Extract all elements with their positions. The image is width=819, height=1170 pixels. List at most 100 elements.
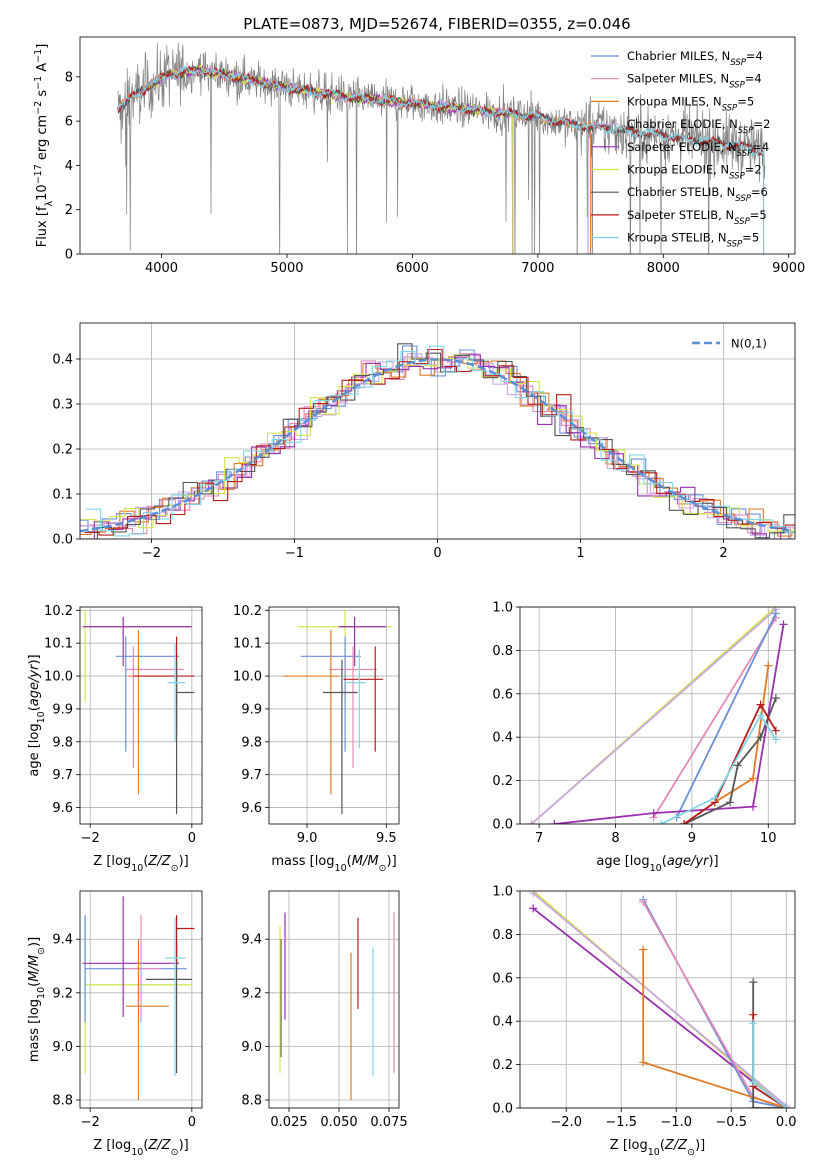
y-tick-label: 10.2 [44, 604, 73, 619]
plus-marker [529, 891, 538, 898]
y-tick-label: 0.8 [492, 644, 513, 659]
histogram-step [84, 348, 795, 536]
plot-area-spectrum [117, 42, 766, 254]
y-tick-label: 10.0 [44, 670, 73, 685]
plus-marker [782, 1104, 791, 1108]
y-tick-label: 9.6 [241, 801, 262, 816]
y-tick-label: 9.8 [241, 735, 262, 750]
y-tick-label: 0.6 [492, 971, 513, 986]
plus-marker [779, 620, 788, 629]
plus-marker [756, 700, 765, 709]
legend-entry: Chabrier STELIB, NSSP=6 [627, 185, 768, 204]
x-axis-label: Z [log10(Z/Z⊙)] [93, 1138, 188, 1158]
y-tick-label: 9.9 [241, 702, 262, 717]
x-tick-label: 8000 [647, 261, 680, 276]
y-tick-label: 9.9 [52, 702, 73, 717]
y-tick-label: 10.0 [233, 670, 262, 685]
y-tick-label: 0.4 [492, 1015, 513, 1030]
plus-marker [749, 1077, 758, 1086]
gaussian-curve [80, 358, 793, 533]
plot-area-massweight_vs_Z [529, 891, 791, 1108]
axes-frame [268, 890, 400, 1109]
panel-massweight_vs_age: 7 8 9 10 0.0 0.2 0.4 0.6 0.8 1.0 age [log10(age/yr… [492, 601, 796, 874]
mass-weight-line [652, 617, 777, 818]
y-axis-label: mass [log10(M/M⊙)] [27, 937, 47, 1062]
spectrum-model-line [117, 64, 765, 254]
x-tick-label: 0.025 [270, 1115, 307, 1130]
y-axis-label: Flux [fλ10−17 erg cm−2 s−1 A−1] [33, 44, 55, 248]
y-tick-label: 0.6 [492, 687, 513, 702]
x-tick-label: 9 [688, 831, 696, 846]
y-tick-label: 9.8 [52, 735, 73, 750]
y-tick-label: 0.4 [492, 731, 513, 746]
panel-massweight_vs_Z: −2.0 −1.5 −1.0 −0.5 0.0 0.0 0.2 0.4 0.6 0.8 1.0 Z [… [492, 885, 796, 1158]
y-tick-label: 10.2 [233, 604, 262, 619]
plot-area-age_vs_mass [283, 610, 393, 815]
axes-frame [79, 322, 796, 540]
legend-entry: N(0,1) [731, 337, 767, 351]
plus-marker [756, 733, 765, 742]
y-tick-label: 0.2 [492, 774, 513, 789]
plus-marker [529, 904, 538, 913]
panel-age_vs_mass: 9.0 9.5 9.6 9.7 9.8 9.9 10.0 10.1 10.2 mass [log1… [233, 604, 400, 874]
mass-weight-line [752, 1023, 787, 1108]
y-tick-label: 0.2 [52, 443, 73, 458]
plus-marker [764, 661, 773, 670]
legend-entry: Salpeter STELIB, NSSP=5 [627, 208, 767, 227]
plus-marker [639, 945, 648, 954]
y-tick-label: 9.7 [52, 768, 73, 783]
axes-frame [519, 606, 796, 825]
x-tick-label: 0.050 [320, 1115, 357, 1130]
legend-entry: Salpeter MILES, NSSP=4 [627, 72, 762, 91]
x-tick-label: 10 [760, 831, 777, 846]
x-tick-label: 7000 [521, 261, 554, 276]
y-tick-label: 8.8 [52, 1093, 73, 1108]
plus-marker [748, 802, 757, 811]
plot-area-mass_vs_EBV [279, 912, 395, 1100]
mass-weight-line [532, 892, 787, 1107]
y-tick-label: 0.0 [492, 1102, 513, 1117]
plus-marker [771, 726, 780, 735]
histogram-step [80, 356, 795, 537]
histogram-step [86, 345, 795, 537]
mass-weight-line [660, 713, 777, 824]
x-axis-label: Z [log10(Z/Z⊙)] [93, 854, 188, 874]
y-tick-label: 10.1 [233, 637, 262, 652]
plus-marker [771, 609, 780, 618]
histogram-step [81, 354, 795, 532]
x-tick-label: 0 [433, 546, 441, 561]
x-tick-label: −0.5 [715, 1115, 747, 1130]
x-tick-label: 9.0 [297, 831, 318, 846]
x-axis-label: age [log10(age/yr)] [596, 854, 718, 874]
histogram-step [83, 343, 795, 539]
y-tick-label: 4 [65, 159, 73, 174]
axes-frame [519, 890, 796, 1109]
x-tick-label: −2.0 [550, 1115, 582, 1130]
panel-mass_vs_Z: −2 0 8.8 9.0 9.2 9.4 Z [log10(Z/Z⊙)] mass [log1… [27, 890, 203, 1158]
plus-marker [771, 694, 780, 703]
plus-marker [649, 809, 658, 818]
y-tick-label: 8.8 [241, 1093, 262, 1108]
y-tick-label: 9.2 [241, 986, 262, 1001]
mass-weight-line [675, 613, 777, 818]
x-tick-label: −1.5 [605, 1115, 637, 1130]
y-tick-label: 9.0 [241, 1040, 262, 1055]
x-tick-label: 7 [535, 831, 543, 846]
panel-spectrum: 4000 5000 6000 7000 8000 9000 0 2 4 6 8 Flux [fλ10−… [33, 36, 805, 276]
x-tick-label: 9000 [772, 261, 805, 276]
axes-frame [79, 606, 203, 825]
plus-marker [749, 1019, 758, 1028]
axes-frame [79, 36, 796, 255]
plus-marker [550, 820, 559, 824]
plus-marker [756, 711, 765, 720]
plus-marker [749, 978, 758, 987]
plot-area-residuals [80, 343, 795, 539]
plot-area-age_vs_Z [82, 610, 195, 815]
figure-title: PLATE=0873, MJD=52674, FIBERID=0355, z=0… [243, 15, 630, 33]
mass-weight-line [532, 907, 787, 1108]
axes-frame [79, 890, 203, 1109]
y-tick-label: 8 [65, 70, 73, 85]
plus-marker [639, 1058, 648, 1067]
y-tick-label: 9.6 [52, 801, 73, 816]
